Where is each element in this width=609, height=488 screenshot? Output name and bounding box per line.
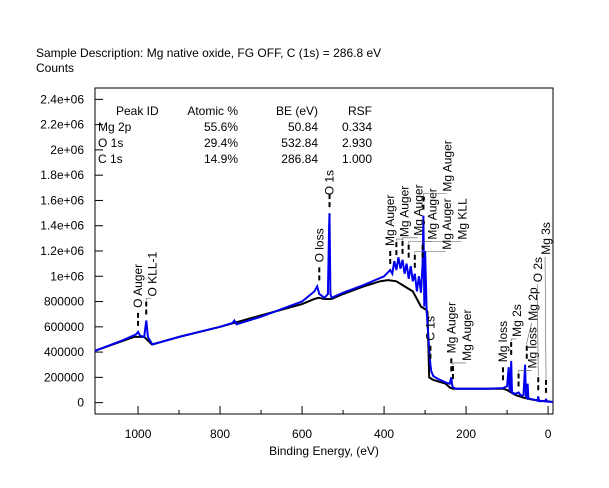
peak-label: O Auger xyxy=(131,264,145,308)
table-header: BE (eV) xyxy=(276,104,318,118)
peak-leader-line xyxy=(544,256,547,379)
spectrum-line xyxy=(94,213,554,403)
y-tick-label: 400000 xyxy=(44,345,84,359)
peak-label: Mg Auger xyxy=(412,184,426,235)
x-tick-label: 1000 xyxy=(125,427,152,441)
table-cell: 532.84 xyxy=(281,136,318,150)
y-tick-label: 600000 xyxy=(44,320,84,334)
table-header: Atomic % xyxy=(187,104,238,118)
peak-label: Mg 2s xyxy=(510,304,524,337)
peak-label: Mg Auger xyxy=(426,188,440,239)
table-cell: 0.334 xyxy=(342,120,372,134)
x-tick-label: 800 xyxy=(210,427,230,441)
peak-leader-line xyxy=(526,322,533,345)
peak-label: Mg Auger xyxy=(460,310,474,361)
peak-label: Mg KLL xyxy=(456,198,470,240)
peak-leader-line xyxy=(536,284,539,377)
x-tick-label: 0 xyxy=(545,427,552,441)
peak-label: O loss xyxy=(312,228,326,262)
y-tick-label: 2.2e+06 xyxy=(40,118,84,132)
table-cell: 55.6% xyxy=(204,120,238,134)
quant-table: Peak ID Atomic % BE (eV) RSF Mg 2p 55.6% 50.84… xyxy=(98,104,372,166)
peak-leader-line xyxy=(423,193,447,196)
table-header: RSF xyxy=(348,104,372,118)
y-tick-label: 1.8e+06 xyxy=(40,168,84,182)
peak-leader-line xyxy=(396,238,404,242)
x-tick-label: 600 xyxy=(292,427,312,441)
peak-leader-line xyxy=(402,237,418,240)
table-cell: 2.930 xyxy=(342,136,372,150)
y-tick-label: 1.4e+06 xyxy=(40,219,84,233)
x-tick-label: 200 xyxy=(456,427,476,441)
table-cell: 14.9% xyxy=(204,152,238,166)
x-tick-label: 400 xyxy=(374,427,394,441)
peak-leader-line xyxy=(414,251,446,254)
peak-label: Mg 3s xyxy=(539,222,553,255)
peak-label: C 1s xyxy=(423,316,437,341)
peak-leader-line xyxy=(452,362,466,365)
peak-label: Mg Auger xyxy=(440,198,454,249)
peak-label: Mg Auger xyxy=(383,195,397,246)
y-tick-label: 0 xyxy=(77,396,84,410)
peak-label: Mg 2p xyxy=(526,287,540,321)
peak-label: O KLL-1 xyxy=(145,251,159,296)
y-tick-label: 200000 xyxy=(44,370,84,384)
peak-label: O 2s xyxy=(531,257,545,282)
y-axis: 0 200000 400000 600000 800000 1e+06 1.2e+06 1.4… xyxy=(40,92,103,410)
y-tick-label: 1.2e+06 xyxy=(40,244,84,258)
table-cell: 50.84 xyxy=(288,120,318,134)
peak-leader-line xyxy=(422,241,462,244)
peak-label: Mg Auger xyxy=(397,186,411,237)
peak-leader-line xyxy=(145,298,152,301)
y-axis-label: Counts xyxy=(36,61,75,75)
peak-label: Mg Auger xyxy=(440,140,454,191)
table-cell: 1.000 xyxy=(342,152,372,166)
y-tick-label: 800000 xyxy=(44,295,84,309)
table-cell: Mg 2p xyxy=(98,120,132,134)
peak-leader-line xyxy=(518,370,532,373)
series-group xyxy=(94,213,554,403)
table-cell: O 1s xyxy=(98,136,123,150)
table-header: Peak ID xyxy=(116,104,159,118)
table-cell: 286.84 xyxy=(281,152,318,166)
peak-label: Mg Auger xyxy=(444,302,458,353)
x-axis-label: Binding Energy, (eV) xyxy=(269,444,379,458)
y-tick-label: 2.4e+06 xyxy=(40,92,84,106)
y-tick-label: 1.6e+06 xyxy=(40,193,84,207)
chart-title: Sample Description: Mg native oxide, FG … xyxy=(36,46,382,60)
peak-label: Mg loss xyxy=(496,321,510,362)
y-tick-label: 2e+06 xyxy=(50,143,84,157)
y-tick-label: 1e+06 xyxy=(50,269,84,283)
peak-label: Mg loss xyxy=(526,327,540,368)
peak-leader-line xyxy=(510,338,517,341)
peak-label: O 1s xyxy=(323,170,337,195)
table-cell: 29.4% xyxy=(204,136,238,150)
x-axis: 1000 800 600 400 200 0 xyxy=(125,406,552,441)
table-cell: C 1s xyxy=(98,152,123,166)
